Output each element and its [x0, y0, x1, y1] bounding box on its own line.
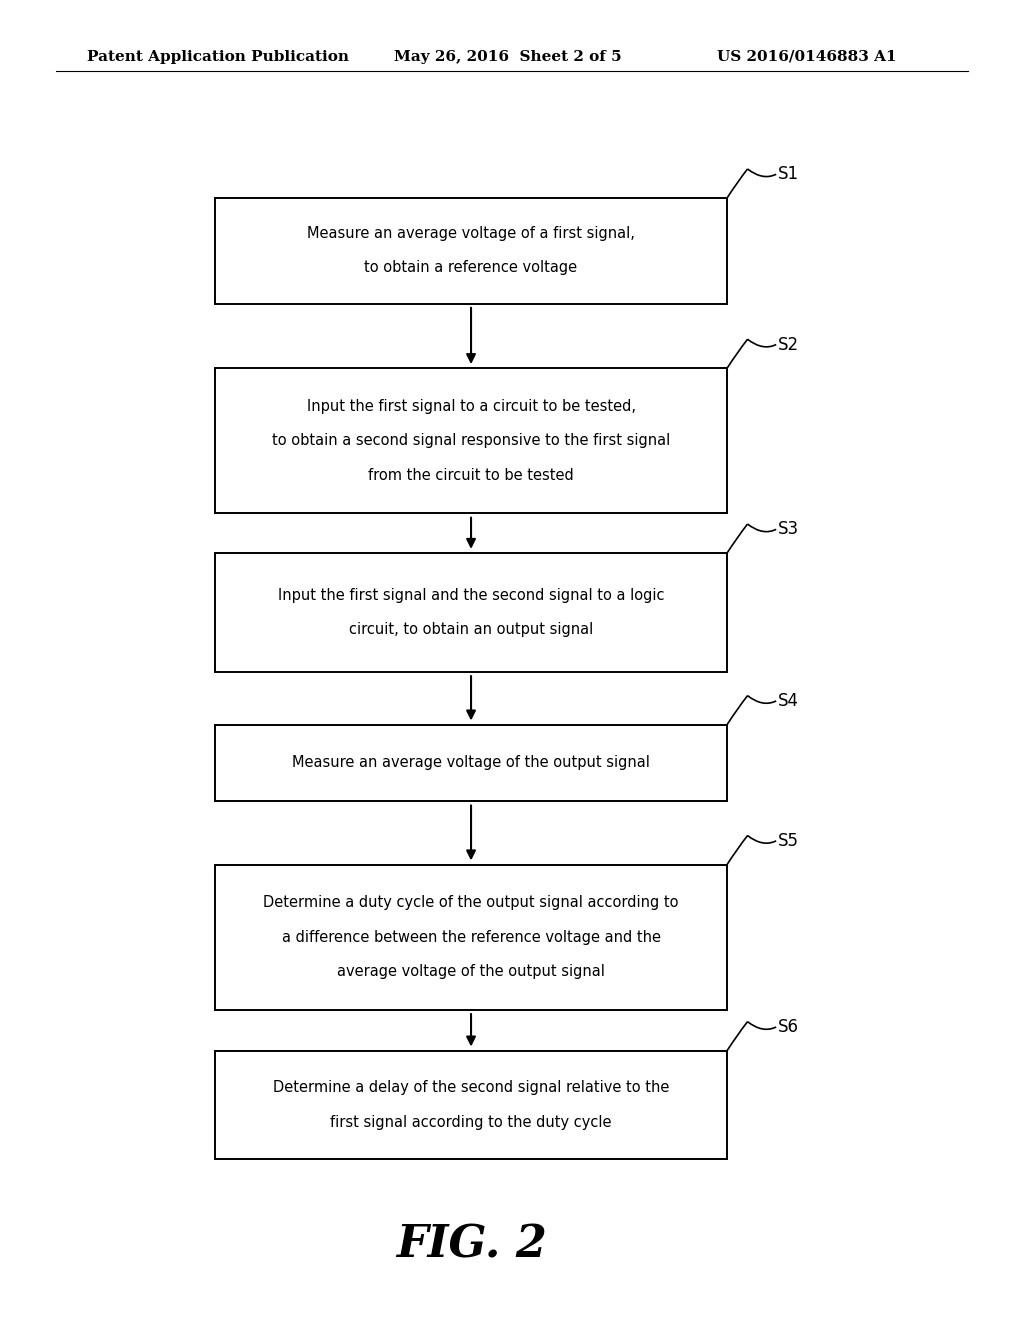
Text: Determine a delay of the second signal relative to the: Determine a delay of the second signal r… [272, 1080, 670, 1096]
Text: to obtain a second signal responsive to the first signal: to obtain a second signal responsive to … [272, 433, 670, 449]
Text: S6: S6 [778, 1018, 799, 1036]
Text: S5: S5 [778, 832, 799, 850]
Bar [215, 368, 727, 513]
Text: S2: S2 [778, 335, 799, 354]
Text: S3: S3 [778, 520, 799, 539]
Text: first signal according to the duty cycle: first signal according to the duty cycle [331, 1114, 611, 1130]
Text: May 26, 2016  Sheet 2 of 5: May 26, 2016 Sheet 2 of 5 [394, 50, 622, 63]
Bar [215, 1051, 727, 1159]
Text: S1: S1 [778, 165, 799, 183]
Text: Patent Application Publication: Patent Application Publication [87, 50, 349, 63]
Bar [215, 865, 727, 1010]
Text: Input the first signal and the second signal to a logic: Input the first signal and the second si… [278, 587, 665, 603]
Text: Input the first signal to a circuit to be tested,: Input the first signal to a circuit to b… [306, 399, 636, 414]
Text: Measure an average voltage of the output signal: Measure an average voltage of the output… [292, 755, 650, 771]
Text: to obtain a reference voltage: to obtain a reference voltage [365, 260, 578, 276]
Bar [215, 198, 727, 304]
Text: circuit, to obtain an output signal: circuit, to obtain an output signal [349, 622, 593, 638]
Text: from the circuit to be tested: from the circuit to be tested [369, 467, 573, 483]
Text: a difference between the reference voltage and the: a difference between the reference volta… [282, 929, 660, 945]
Bar [215, 553, 727, 672]
Text: S4: S4 [778, 692, 799, 710]
Text: Measure an average voltage of a first signal,: Measure an average voltage of a first si… [307, 226, 635, 242]
Bar [215, 725, 727, 801]
Text: FIG. 2: FIG. 2 [395, 1224, 547, 1266]
Text: Determine a duty cycle of the output signal according to: Determine a duty cycle of the output sig… [263, 895, 679, 911]
Text: US 2016/0146883 A1: US 2016/0146883 A1 [717, 50, 896, 63]
Text: average voltage of the output signal: average voltage of the output signal [337, 964, 605, 979]
